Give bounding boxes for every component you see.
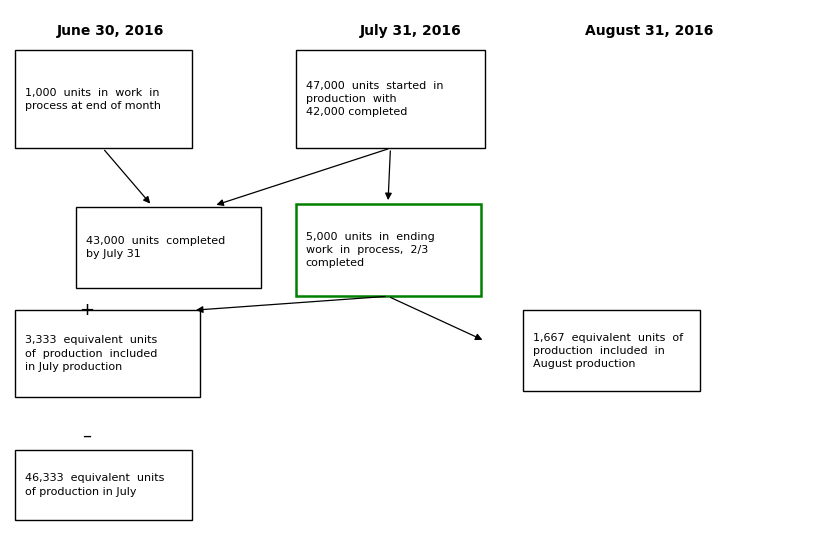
Text: 5,000  units  in  ending
work  in  process,  2/3
completed: 5,000 units in ending work in process, 2…	[306, 232, 435, 268]
FancyBboxPatch shape	[523, 310, 700, 391]
FancyBboxPatch shape	[296, 204, 481, 296]
Text: 3,333  equivalent  units
of  production  included
in July production: 3,333 equivalent units of production inc…	[25, 335, 157, 372]
Text: July 31, 2016: July 31, 2016	[360, 23, 462, 38]
Text: August 31, 2016: August 31, 2016	[585, 23, 713, 38]
Text: +: +	[79, 301, 94, 319]
Text: 43,000  units  completed
by July 31: 43,000 units completed by July 31	[86, 236, 225, 259]
Text: June 30, 2016: June 30, 2016	[58, 23, 164, 38]
Text: 1,000  units  in  work  in
process at end of month: 1,000 units in work in process at end of…	[25, 88, 160, 111]
FancyBboxPatch shape	[296, 50, 485, 148]
FancyBboxPatch shape	[15, 50, 192, 148]
FancyBboxPatch shape	[15, 310, 200, 397]
Text: –: –	[82, 427, 90, 445]
FancyBboxPatch shape	[76, 207, 261, 288]
Text: 47,000  units  started  in
production  with
42,000 completed: 47,000 units started in production with …	[306, 81, 443, 117]
FancyBboxPatch shape	[15, 450, 192, 520]
Text: 1,667  equivalent  units  of
production  included  in
August production: 1,667 equivalent units of production inc…	[533, 333, 683, 369]
Text: 46,333  equivalent  units
of production in July: 46,333 equivalent units of production in…	[25, 473, 164, 496]
